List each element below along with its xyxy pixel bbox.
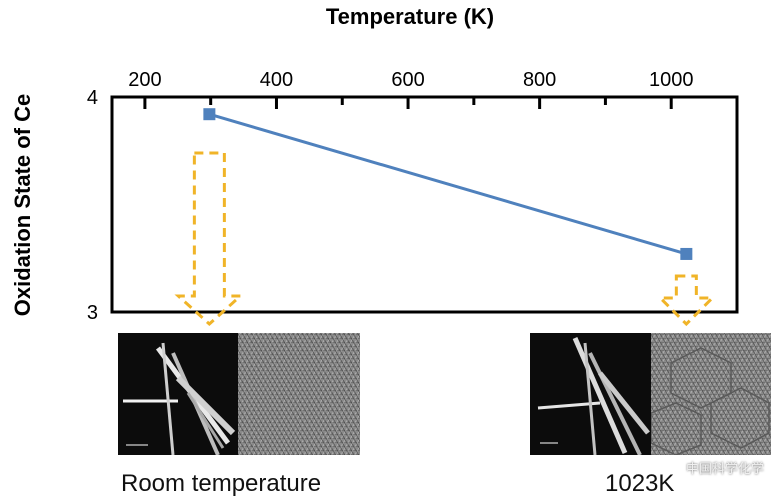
x-tick-label: 200 (128, 69, 161, 91)
hrtem-image-1023k (651, 333, 771, 455)
series-line (208, 112, 687, 256)
nanorod-illustration (123, 342, 236, 455)
x-tick-label: 600 (391, 69, 424, 91)
watermark: 中国科学化学 (685, 461, 764, 476)
hexagonal-domain-pattern (651, 347, 770, 455)
x-axis-ticks: 200 400 600 800 1000 (128, 69, 739, 109)
caption-room-temperature: Room temperature (121, 470, 322, 497)
y-axis-ticks: 34 (87, 87, 122, 324)
x-tick-label: 400 (260, 69, 293, 91)
data-point-marker (203, 108, 216, 121)
tem-image-room-temperature (118, 333, 238, 455)
caption-1023k: 1023K (605, 470, 675, 497)
hrtem-image-room-temperature (238, 333, 360, 455)
nanorod-illustration (537, 337, 650, 455)
arrow-indicators (174, 151, 716, 327)
y-axis-title: Oxidation State of Ce (10, 94, 35, 316)
y-tick-label: 4 (87, 87, 98, 109)
x-axis-title: Temperature (K) (326, 4, 494, 29)
arrow-indicator (174, 151, 245, 327)
data-series (203, 108, 693, 260)
x-tick-label: 800 (523, 69, 556, 91)
y-tick-label: 3 (87, 302, 98, 324)
arrow-indicator (656, 274, 716, 327)
x-tick-label: 1000 (649, 69, 694, 91)
data-point-marker (680, 247, 693, 260)
plot-frame (110, 95, 739, 314)
tem-image-1023k (530, 333, 651, 455)
